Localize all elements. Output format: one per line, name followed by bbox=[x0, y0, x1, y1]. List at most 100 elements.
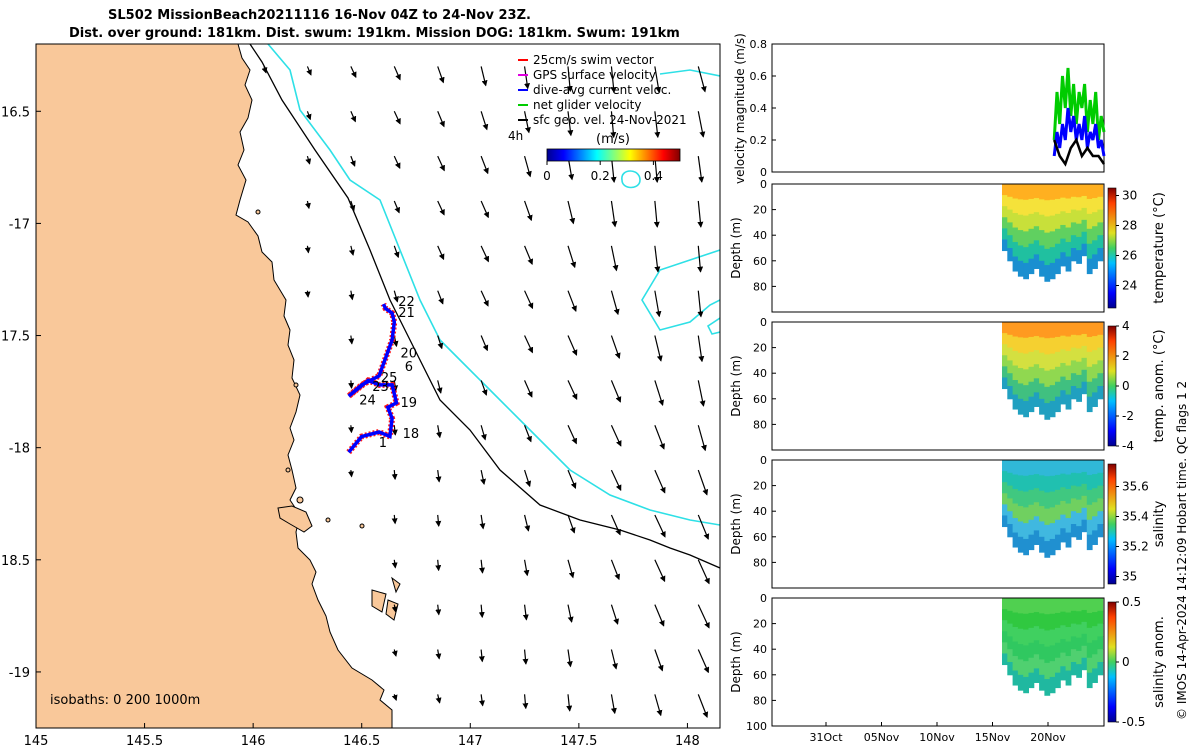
heatmap-cell bbox=[1023, 400, 1029, 418]
heatmap-cell bbox=[1097, 662, 1104, 676]
heatmap-colorbar-label: -4 bbox=[1122, 439, 1134, 453]
heatmap-colorbar-label: 30 bbox=[1122, 189, 1137, 203]
sfc-geo-vector bbox=[610, 111, 617, 139]
heatmap-cell bbox=[1033, 598, 1040, 613]
heatmap-cell bbox=[1028, 672, 1035, 689]
heatmap-cell bbox=[1007, 360, 1014, 374]
sfc-geo-vector bbox=[697, 335, 705, 363]
heatmap-cell bbox=[1097, 524, 1104, 538]
velocity-series-line bbox=[1052, 67, 1106, 141]
heatmap-colorbar-label: 35.4 bbox=[1122, 510, 1149, 524]
sfc-geo-vector bbox=[697, 514, 710, 540]
heatmap-cell bbox=[1065, 198, 1072, 214]
heatmap-cell bbox=[1076, 374, 1082, 389]
sfc-geo-vector bbox=[610, 649, 618, 670]
heatmap-cell bbox=[1070, 222, 1077, 236]
map-y-tick-label: -17 bbox=[9, 217, 30, 232]
heatmap-cell bbox=[1060, 487, 1067, 502]
day-label: 25 bbox=[381, 371, 398, 386]
sfc-geo-vector bbox=[522, 649, 529, 665]
map-y-ticks: 16.5 -17 17.5 -18 18.5 -19 bbox=[1, 105, 41, 681]
heatmap-cell bbox=[1028, 198, 1035, 215]
sfc-geo-vector bbox=[480, 335, 489, 352]
heatmap-y-tick-label: 80 bbox=[753, 556, 767, 569]
sfc-geo-vector bbox=[524, 335, 534, 354]
heatmap-cell bbox=[1012, 474, 1019, 490]
heatmap-y-tick-label: 20 bbox=[753, 618, 767, 631]
heatmap-cell bbox=[1081, 357, 1088, 371]
heatmap-cell bbox=[1023, 629, 1029, 646]
sfc-geo-vector bbox=[610, 380, 622, 403]
heatmap-ylabel: Depth (m) bbox=[729, 217, 743, 278]
heatmap-cell bbox=[1055, 184, 1061, 200]
heatmap-cell bbox=[1055, 258, 1061, 275]
heatmap-cell bbox=[1081, 609, 1088, 623]
heatmap-cell bbox=[1012, 627, 1019, 643]
heatmap-cell bbox=[1086, 243, 1093, 260]
heatmap-cell bbox=[1081, 621, 1088, 635]
heatmap-cell bbox=[1076, 611, 1082, 625]
heatmap-cell bbox=[1076, 197, 1082, 211]
sfc-geo-vector bbox=[697, 290, 704, 318]
heatmap-cell bbox=[1002, 515, 1008, 528]
heatmap-cell bbox=[1076, 361, 1082, 376]
heatmap-cell bbox=[1039, 475, 1045, 492]
sfc-geo-vector bbox=[654, 559, 666, 583]
sfc-geo-vector bbox=[566, 649, 573, 668]
heatmap-cell bbox=[1049, 262, 1056, 280]
sfc-geo-vector bbox=[610, 694, 617, 715]
heatmap-cell bbox=[1039, 260, 1045, 277]
heatmap-cell bbox=[1028, 657, 1035, 674]
map-x-tick-label: 146 bbox=[241, 734, 266, 749]
heatmap-cell bbox=[1081, 519, 1088, 533]
heatmap-cell bbox=[1017, 322, 1024, 338]
heatmap-colorbar-label: -0.5 bbox=[1122, 715, 1145, 729]
map-y-tick-label: 17.5 bbox=[1, 330, 30, 345]
heatmap-cell bbox=[1007, 196, 1014, 211]
heatmap-cell bbox=[1065, 627, 1072, 643]
legend-label: dive-avg current veloc. bbox=[533, 83, 671, 97]
sfc-geo-vector bbox=[437, 290, 444, 305]
heatmap-ylabel: Depth (m) bbox=[729, 493, 743, 554]
heatmap-y-tick-label: 20 bbox=[753, 204, 767, 217]
sfc-geo-vector bbox=[567, 200, 576, 225]
heatmap-cell bbox=[1033, 530, 1040, 545]
velocity-series bbox=[1052, 67, 1106, 167]
heatmap-cell bbox=[1055, 627, 1061, 644]
heatmap-cell bbox=[1097, 248, 1104, 262]
heatmap-cblabel: salinity anom. bbox=[1152, 616, 1167, 708]
heatmap-cell bbox=[1055, 504, 1061, 521]
sfc-geo-vector bbox=[654, 694, 663, 717]
heatmap-cell bbox=[1007, 623, 1014, 637]
isobath-1000-loop bbox=[621, 170, 641, 189]
heatmap-cell bbox=[1070, 662, 1077, 676]
colorbar-label: (m/s) bbox=[596, 132, 630, 147]
heatmap-cell bbox=[1039, 245, 1045, 262]
sfc-geo-vector bbox=[391, 694, 398, 702]
heatmap-cell bbox=[1044, 508, 1051, 526]
heatmap-cell bbox=[1076, 460, 1082, 474]
heatmap-y-tick-label: 80 bbox=[753, 418, 767, 431]
heatmap-cell bbox=[1065, 532, 1072, 548]
heatmap-cell bbox=[1002, 195, 1008, 207]
heatmap-cell bbox=[1044, 232, 1051, 250]
heatmap-ylabel: Depth (m) bbox=[729, 355, 743, 416]
heatmap-cell bbox=[1033, 254, 1040, 269]
heatmap-cell bbox=[1028, 258, 1035, 275]
isobath-label: isobaths: 0 200 1000m bbox=[50, 693, 200, 708]
heatmap-cell bbox=[1049, 184, 1056, 201]
sfc-geo-vector bbox=[610, 469, 622, 492]
heatmap-colorbar bbox=[1107, 601, 1117, 723]
heatmap-cell bbox=[1017, 536, 1024, 553]
heatmap-cell bbox=[1012, 670, 1019, 686]
heatmap-cell bbox=[1028, 612, 1035, 629]
heatmap-cell bbox=[1086, 228, 1093, 245]
heatmap-colorbar-label: 24 bbox=[1122, 279, 1137, 293]
sfc-geo-vector bbox=[350, 66, 357, 78]
heatmap-cell bbox=[1060, 611, 1067, 626]
heatmap-cell bbox=[1033, 516, 1040, 531]
heatmap-cell bbox=[1076, 598, 1082, 612]
heatmap-cell bbox=[1081, 471, 1088, 485]
heatmap-cell bbox=[1060, 322, 1067, 337]
sfc-geo-vector bbox=[567, 424, 577, 445]
